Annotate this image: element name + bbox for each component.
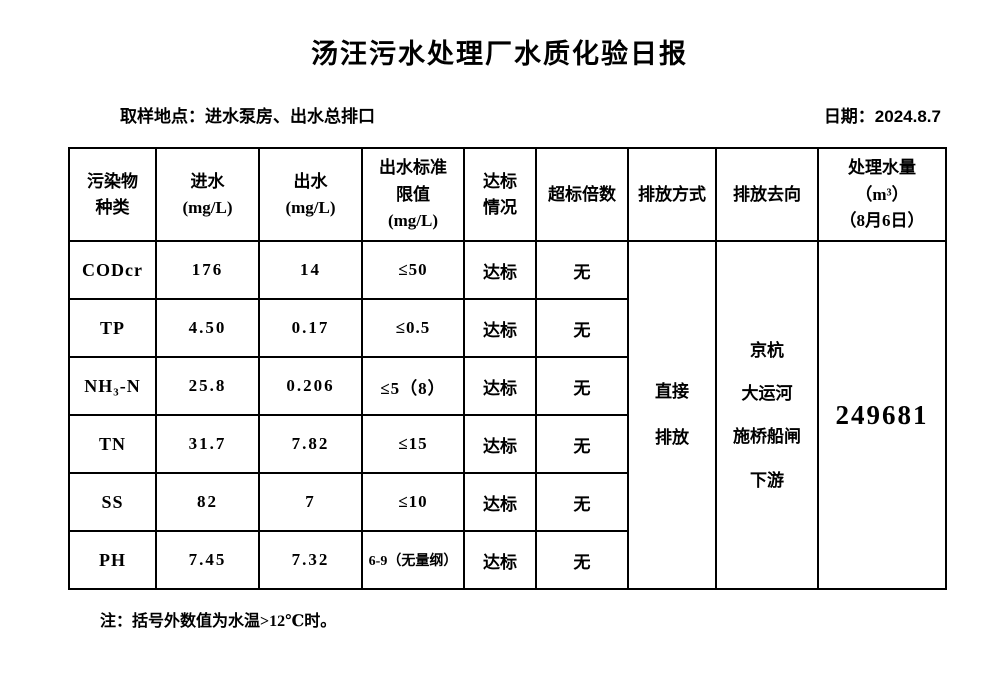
cell-exceed-ratio: 无 — [535, 472, 629, 533]
table-header-row: 污染物 种类 进水 (mg/L) 出水 (mg/L) 出水标准 限值 (mg/L… — [68, 147, 947, 243]
cell-limit: ≤0.5 — [361, 298, 465, 359]
table-row-ph: PH 7.45 7.32 6-9（无量纲） 达标 无 — [68, 530, 946, 591]
col-header-compliance: 达标 情况 — [463, 147, 537, 243]
cell-effluent: 7 — [258, 472, 363, 533]
cell-pollutant: TN — [68, 414, 157, 475]
table-row-codcr: CODcr 176 14 ≤50 达标 无 直接 排放 京杭 大运河 施桥船闸 … — [68, 240, 947, 591]
col-header-discharge-destination: 排放去向 — [715, 147, 819, 243]
cell-discharge-destination: 京杭 大运河 施桥船闸 下游 — [715, 240, 819, 591]
cell-pollutant: CODcr — [68, 240, 157, 301]
col-header-influent: 进水 (mg/L) — [155, 147, 260, 243]
col-header-discharge-method: 排放方式 — [627, 147, 717, 243]
cell-effluent: 0.17 — [258, 298, 363, 359]
cell-exceed-ratio: 无 — [535, 356, 629, 417]
cell-limit: ≤10 — [361, 472, 465, 533]
table-row-tn: TN 31.7 7.82 ≤15 达标 无 — [68, 414, 946, 475]
table-row-nh3n: NH₃-N 25.8 0.206 ≤5（8） 达标 无 — [68, 356, 946, 417]
cell-pollutant: NH₃-N — [68, 356, 157, 417]
cell-limit: ≤5（8） — [361, 356, 465, 417]
cell-influent: 25.8 — [155, 356, 260, 417]
cell-pollutant: TP — [68, 298, 157, 359]
cell-compliance: 达标 — [463, 298, 537, 359]
col-header-exceed-ratio: 超标倍数 — [535, 147, 629, 243]
cell-influent: 7.45 — [155, 530, 260, 591]
cell-pollutant: SS — [68, 472, 157, 533]
cell-compliance: 达标 — [463, 472, 537, 533]
cell-effluent: 14 — [258, 240, 363, 301]
cell-effluent: 7.32 — [258, 530, 363, 591]
meta-row: 取样地点：进水泵房、出水总排口 日期：2024.8.7 — [120, 102, 941, 127]
cell-exceed-ratio: 无 — [535, 298, 629, 359]
cell-compliance: 达标 — [463, 240, 537, 301]
cell-influent: 4.50 — [155, 298, 260, 359]
col-header-pollutant: 污染物 种类 — [68, 147, 157, 243]
cell-pollutant: PH — [68, 530, 157, 591]
cell-exceed-ratio: 无 — [535, 240, 629, 301]
cell-influent: 82 — [155, 472, 260, 533]
sampling-location-label: 取样地点：进水泵房、出水总排口 — [120, 107, 375, 127]
col-header-effluent: 出水 (mg/L) — [258, 147, 363, 243]
water-quality-table: 污染物 种类 进水 (mg/L) 出水 (mg/L) 出水标准 限值 (mg/L… — [68, 147, 947, 591]
cell-compliance: 达标 — [463, 530, 537, 591]
cell-compliance: 达标 — [463, 356, 537, 417]
cell-discharge-method: 直接 排放 — [627, 240, 717, 591]
cell-exceed-ratio: 无 — [535, 530, 629, 591]
cell-exceed-ratio: 无 — [535, 414, 629, 475]
col-header-treated-volume: 处理水量 （m³） （8月6日） — [817, 147, 947, 243]
cell-limit: 6-9（无量纲） — [361, 530, 465, 591]
table-row-ss: SS 82 7 ≤10 达标 无 — [68, 472, 946, 533]
cell-limit: ≤50 — [361, 240, 465, 301]
cell-influent: 176 — [155, 240, 260, 301]
cell-influent: 31.7 — [155, 414, 260, 475]
page-title: 汤汪污水处理厂水质化验日报 — [311, 39, 688, 69]
cell-effluent: 0.206 — [258, 356, 363, 417]
cell-limit: ≤15 — [361, 414, 465, 475]
report-date-label: 日期：2024.8.7 — [823, 107, 941, 127]
cell-compliance: 达标 — [463, 414, 537, 475]
col-header-limit: 出水标准 限值 (mg/L) — [361, 147, 465, 243]
cell-effluent: 7.82 — [258, 414, 363, 475]
cell-treated-volume: 249681 — [817, 240, 947, 591]
table-row-tp: TP 4.50 0.17 ≤0.5 达标 无 — [68, 298, 946, 359]
footnote: 注：括号外数值为水温>12℃时。 — [100, 613, 337, 631]
